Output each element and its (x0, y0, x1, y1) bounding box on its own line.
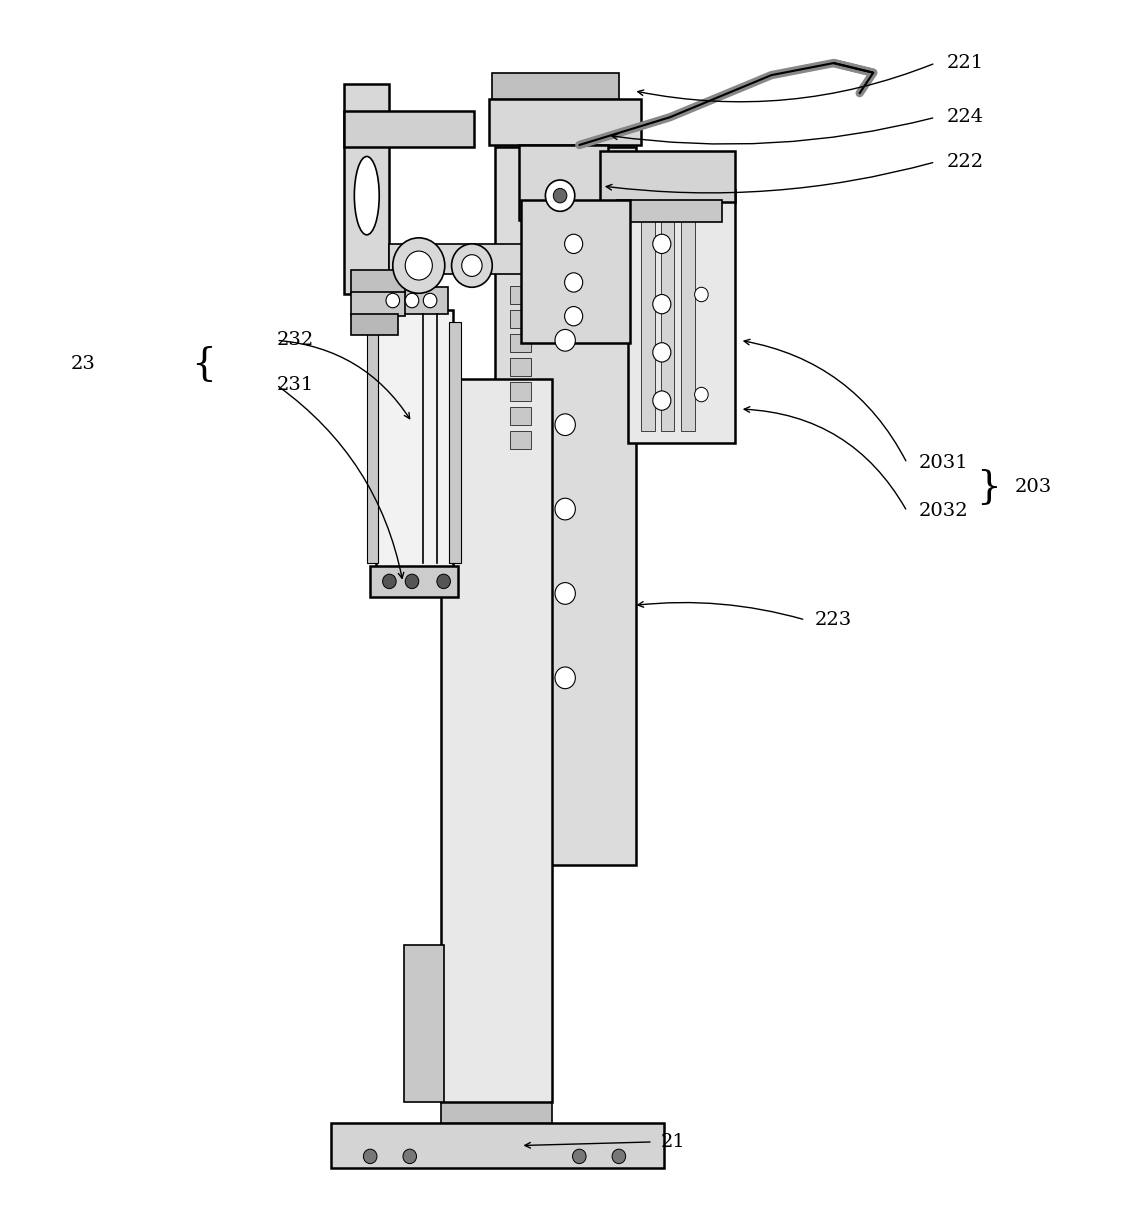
Text: 224: 224 (946, 108, 984, 126)
Bar (404, 946, 444, 1102)
Circle shape (556, 414, 575, 436)
Circle shape (461, 254, 482, 276)
Bar (510, 358, 531, 377)
Circle shape (383, 574, 396, 589)
Bar (344, 111, 474, 148)
Bar (600, 151, 735, 202)
Bar (390, 243, 599, 274)
Circle shape (565, 306, 583, 326)
Bar (351, 292, 406, 316)
Bar (370, 566, 458, 597)
Circle shape (653, 294, 671, 314)
Bar (367, 322, 378, 563)
Circle shape (406, 293, 419, 308)
Bar (519, 145, 608, 219)
Bar (351, 270, 406, 294)
Circle shape (556, 498, 575, 520)
Bar (510, 383, 531, 401)
Bar (510, 286, 531, 304)
Bar (450, 322, 460, 563)
Circle shape (406, 251, 433, 280)
Bar (628, 190, 735, 443)
Bar (510, 407, 531, 425)
Text: 2031: 2031 (918, 454, 968, 472)
Text: 231: 231 (276, 375, 314, 394)
Text: 221: 221 (946, 54, 984, 71)
Bar (510, 310, 531, 328)
Bar (376, 310, 452, 569)
Circle shape (556, 582, 575, 604)
Circle shape (612, 1149, 626, 1164)
Bar (682, 202, 694, 431)
Circle shape (556, 667, 575, 689)
Bar (331, 1123, 665, 1169)
Text: 23: 23 (70, 355, 95, 373)
Text: 232: 232 (276, 332, 314, 349)
Circle shape (653, 343, 671, 362)
Circle shape (393, 237, 445, 293)
Circle shape (653, 391, 671, 411)
Circle shape (364, 1149, 377, 1164)
Bar (510, 334, 531, 352)
Bar (442, 379, 552, 1102)
Circle shape (565, 234, 583, 253)
Bar (488, 99, 642, 145)
Circle shape (403, 1149, 417, 1164)
Text: 21: 21 (661, 1133, 685, 1150)
Circle shape (553, 189, 567, 203)
Circle shape (694, 388, 708, 402)
Circle shape (573, 1149, 586, 1164)
Circle shape (694, 287, 708, 302)
Text: 223: 223 (815, 612, 852, 629)
Circle shape (424, 293, 437, 308)
Circle shape (386, 293, 400, 308)
Bar (442, 1101, 552, 1123)
Text: 222: 222 (946, 153, 984, 171)
Circle shape (406, 574, 419, 589)
Bar (378, 287, 449, 314)
Text: 203: 203 (1014, 478, 1052, 497)
Circle shape (437, 574, 451, 589)
Circle shape (556, 329, 575, 351)
Text: 2032: 2032 (918, 503, 968, 521)
Bar (661, 202, 675, 431)
Bar (617, 201, 721, 222)
Circle shape (452, 243, 492, 287)
Circle shape (653, 234, 671, 253)
Text: }: } (976, 469, 1001, 506)
Bar (351, 314, 399, 335)
Ellipse shape (354, 156, 379, 235)
Bar (520, 201, 630, 343)
Bar (492, 73, 619, 99)
Bar (510, 431, 531, 449)
Circle shape (565, 272, 583, 292)
Bar (344, 84, 390, 294)
Circle shape (545, 180, 575, 212)
Bar (642, 202, 655, 431)
Text: {: { (192, 346, 216, 383)
Bar (494, 148, 636, 865)
